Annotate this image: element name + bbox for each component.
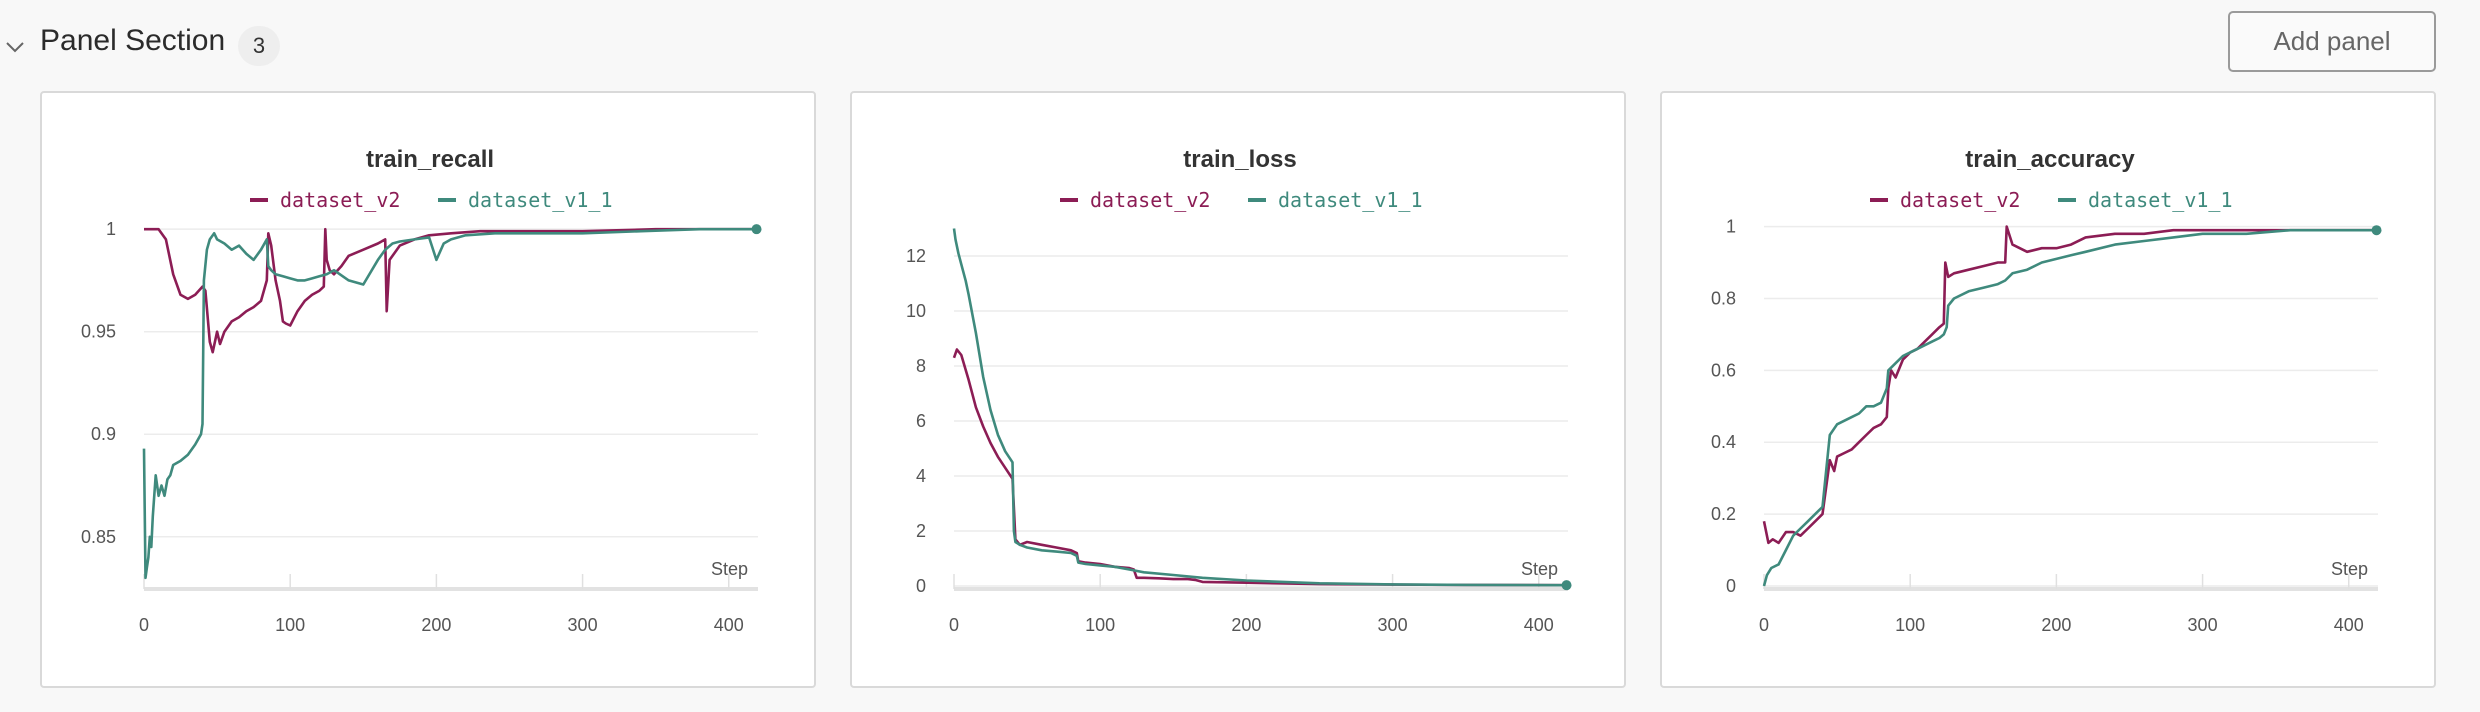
- x-tick-label: 0: [949, 615, 959, 635]
- y-tick-label: 1: [1726, 217, 1736, 237]
- chart-panel-train-loss[interactable]: train_loss dataset_v2 dataset_v1_1 0 2 4 6 8 10 1…: [850, 91, 1626, 688]
- x-tick-label: 300: [2188, 615, 2218, 635]
- series-endpoint-dot: [2371, 225, 2382, 236]
- legend-label-dataset-v2: dataset_v2: [1900, 188, 2020, 212]
- series-line-dataset-v1-1: [1762, 228, 2377, 587]
- series-line-dataset-v1-1: [952, 228, 1567, 587]
- y-tick-label: 0: [1726, 576, 1736, 596]
- x-tick-label: 200: [1231, 615, 1261, 635]
- y-tick-label: 0.9: [91, 424, 116, 444]
- legend-label-dataset-v1-1: dataset_v1_1: [468, 188, 613, 212]
- chart-title: train_loss: [1183, 146, 1296, 173]
- y-tick-label: 0.6: [1711, 360, 1736, 380]
- y-tick-label: 2: [916, 521, 926, 541]
- x-tick-label: 200: [421, 615, 451, 635]
- chart-title: train_recall: [366, 146, 494, 173]
- y-tick-label: 10: [906, 301, 926, 321]
- x-tick-label: 100: [275, 615, 305, 635]
- chart-svg: train_loss dataset_v2 dataset_v1_1 0 2 4 6 8 10 1…: [906, 146, 1572, 635]
- y-tick-label: 1: [106, 219, 116, 239]
- x-tick-label: 100: [1895, 615, 1925, 635]
- y-tick-label: 0.4: [1711, 432, 1736, 452]
- series-line-dataset-v1-1: [142, 227, 757, 580]
- chart-panel-train-accuracy[interactable]: train_accuracy dataset_v2 dataset_v1_1 0 0.2…: [1660, 91, 2436, 688]
- series-endpoint-dot: [751, 224, 762, 235]
- x-axis-label: Step: [711, 559, 748, 579]
- legend-label-dataset-v2: dataset_v2: [280, 188, 400, 212]
- legend-label-dataset-v1-1: dataset_v1_1: [1278, 188, 1423, 212]
- legend-label-dataset-v1-1: dataset_v1_1: [2088, 188, 2233, 212]
- chart-svg: train_recall dataset_v2 dataset_v1_1 0.85 0.…: [81, 146, 762, 635]
- y-tick-label: 4: [916, 466, 926, 486]
- chart-panel-train-recall[interactable]: train_recall dataset_v2 dataset_v1_1 0.85 0.…: [40, 91, 816, 688]
- legend-label-dataset-v2: dataset_v2: [1090, 188, 1210, 212]
- panel-count-badge: 3: [238, 26, 280, 66]
- x-tick-label: 100: [1085, 615, 1115, 635]
- x-tick-label: 400: [714, 615, 744, 635]
- x-tick-label: 200: [2041, 615, 2071, 635]
- chevron-down-icon[interactable]: [4, 36, 26, 58]
- chart-svg: train_accuracy dataset_v2 dataset_v1_1 0 0.2…: [1711, 146, 2382, 635]
- section-title[interactable]: Panel Section: [40, 24, 226, 57]
- x-tick-label: 0: [139, 615, 149, 635]
- y-tick-label: 8: [916, 356, 926, 376]
- panel-section-header: Panel Section 3 Add panel: [0, 0, 2480, 90]
- x-tick-label: 400: [1524, 615, 1554, 635]
- series-line-dataset-v2: [144, 227, 757, 354]
- y-tick-label: 0.2: [1711, 504, 1736, 524]
- x-axis-label: Step: [1521, 559, 1558, 579]
- y-tick-label: 0.85: [81, 527, 116, 547]
- x-tick-label: 300: [568, 615, 598, 635]
- y-tick-label: 0.95: [81, 322, 116, 342]
- add-panel-button[interactable]: Add panel: [2228, 11, 2436, 72]
- y-tick-label: 6: [916, 411, 926, 431]
- y-tick-label: 12: [906, 246, 926, 266]
- series-line-dataset-v2: [1762, 225, 2377, 545]
- x-tick-label: 0: [1759, 615, 1769, 635]
- chart-title: train_accuracy: [1965, 146, 2135, 173]
- y-tick-label: 0: [916, 576, 926, 596]
- y-tick-label: 0.8: [1711, 288, 1736, 308]
- x-axis-label: Step: [2331, 559, 2368, 579]
- x-tick-label: 400: [2334, 615, 2364, 635]
- series-endpoint-dot: [1561, 580, 1572, 591]
- x-tick-label: 300: [1378, 615, 1408, 635]
